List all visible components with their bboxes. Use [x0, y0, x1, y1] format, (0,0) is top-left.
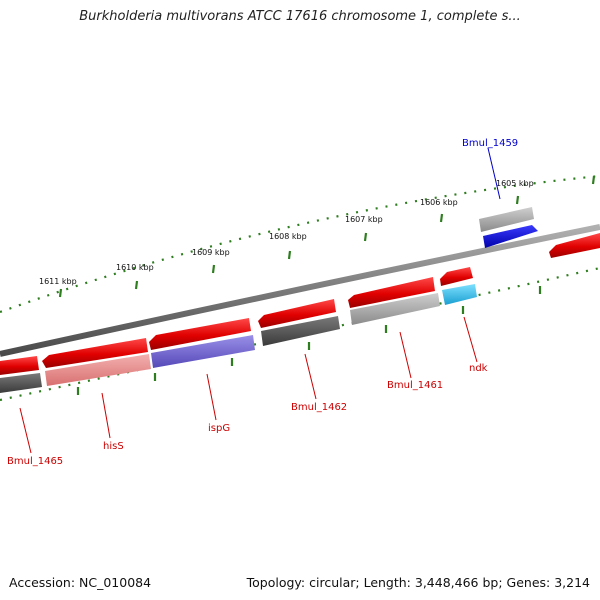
tick-label-1610: 1610 kbp [116, 263, 154, 272]
leader-lines [19, 147, 501, 454]
gene-bmul-1465-arrow[interactable] [0, 356, 39, 375]
map-title: Burkholderia multivorans ATCC 17616 chro… [79, 9, 521, 24]
gene-hiss-arrow[interactable] [42, 338, 148, 368]
chromosome-backbone [0, 224, 600, 357]
major-tick [134, 280, 139, 290]
leader-line [206, 373, 217, 421]
major-tick [439, 213, 444, 223]
tick-label-1605: 1605 kbp [496, 179, 534, 188]
gene-bmul-1465-cds[interactable] [0, 373, 42, 393]
gene-hiss-cds[interactable] [45, 354, 151, 386]
tick-label-1611: 1611 kbp [39, 277, 77, 286]
gene-label-bmul-1462[interactable]: Bmul_1462 [291, 402, 347, 413]
major-tick [515, 195, 520, 205]
gene-label-ndk[interactable]: ndk [469, 363, 488, 374]
major-ticks-upper [58, 175, 596, 298]
tick-label-1607: 1607 kbp [345, 215, 383, 224]
gene-ispg-arrow[interactable] [149, 318, 251, 350]
gene-ispg-cds[interactable] [151, 335, 255, 368]
leader-line [19, 407, 32, 454]
gene-right-edge[interactable] [549, 233, 600, 258]
gene-label-bmul-1465[interactable]: Bmul_1465 [7, 456, 63, 467]
genome-summary-text: Topology: circular; Length: 3,448,466 bp… [246, 575, 590, 590]
major-tick [363, 232, 368, 242]
gene-label-bmul-1459[interactable]: Bmul_1459 [462, 138, 518, 149]
gene-bmul-1461-cds[interactable] [350, 293, 440, 325]
leader-line [304, 353, 317, 400]
gene-ndk-cds[interactable] [442, 284, 477, 305]
tick-label-1606: 1606 kbp [420, 198, 458, 207]
major-tick [287, 250, 292, 260]
leader-line [101, 392, 111, 439]
gene-ndk-upper[interactable] [440, 267, 473, 286]
major-ticks-lower [76, 286, 542, 395]
leader-line [487, 147, 501, 200]
gene-label-bmul-1461[interactable]: Bmul_1461 [387, 380, 443, 391]
gene-bmul-1459-cds[interactable] [479, 207, 534, 232]
major-tick [58, 288, 63, 298]
gene-bmul-1462-arrow[interactable] [258, 299, 336, 328]
leader-line [399, 331, 412, 379]
leader-line [463, 316, 478, 363]
gene-label-ispg[interactable]: ispG [208, 423, 230, 434]
accession-text: Accession: NC_010084 [9, 575, 152, 590]
tick-label-1608: 1608 kbp [269, 232, 307, 241]
tick-label-1609: 1609 kbp [192, 248, 230, 257]
gene-bmul-1462-cds[interactable] [261, 316, 340, 346]
gene-bmul-1459-arrow[interactable] [483, 225, 538, 248]
gene-label-hiss[interactable]: hisS [103, 441, 124, 452]
gene-bmul-1461-arrow[interactable] [348, 277, 435, 308]
major-tick [591, 175, 596, 185]
major-tick [211, 264, 216, 274]
